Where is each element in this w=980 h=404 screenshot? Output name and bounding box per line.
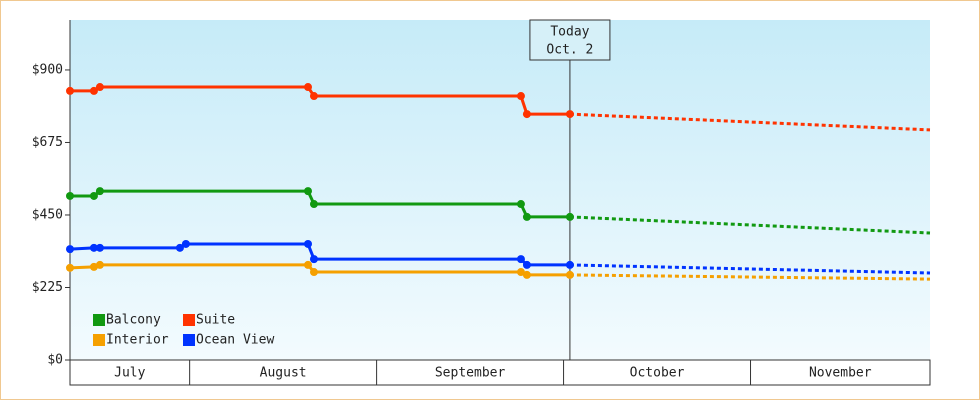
legend-swatch [93,314,105,326]
month-label: October [630,366,685,381]
legend-label: Suite [196,313,235,328]
y-tick-label: $900 [32,62,63,77]
legend-swatch [183,314,195,326]
month-axis [69,359,931,386]
today-box [529,19,611,61]
point [175,243,184,252]
legend-swatch [183,334,195,346]
point [303,187,312,196]
point [516,92,525,101]
point [516,200,525,209]
point [89,243,98,252]
point [309,200,318,209]
y-tick-label: $450 [32,207,63,222]
legend-label: Balcony [106,313,161,328]
point [95,260,104,269]
point [66,245,74,254]
month-label: November [809,366,872,381]
point [95,83,104,92]
point [309,92,318,101]
point [522,260,531,269]
y-tick-label: $675 [32,135,63,150]
point [89,191,98,200]
point [89,86,98,95]
point [303,239,312,248]
month-label: August [260,366,307,381]
point [516,255,525,264]
point [565,270,574,279]
point [309,255,318,264]
point [522,110,531,119]
point [95,243,104,252]
point [522,212,531,221]
point [565,110,574,119]
point [66,86,74,95]
point [303,83,312,92]
point [516,268,525,277]
point [181,239,190,248]
point [565,260,574,269]
point [66,191,74,200]
point [522,270,531,279]
legend-label: Interior [106,333,169,348]
point [95,187,104,196]
y-tick-label: $225 [32,280,63,295]
month-label: July [114,366,145,381]
point [565,212,574,221]
point [66,263,74,272]
point [309,268,318,277]
today-label: Today [550,25,589,40]
legend-label: Ocean View [196,333,274,348]
y-tick-label: $0 [47,353,63,368]
today-label: Oct. 2 [546,43,593,58]
month-label: September [435,366,506,381]
legend-swatch [93,334,105,346]
point [303,260,312,269]
